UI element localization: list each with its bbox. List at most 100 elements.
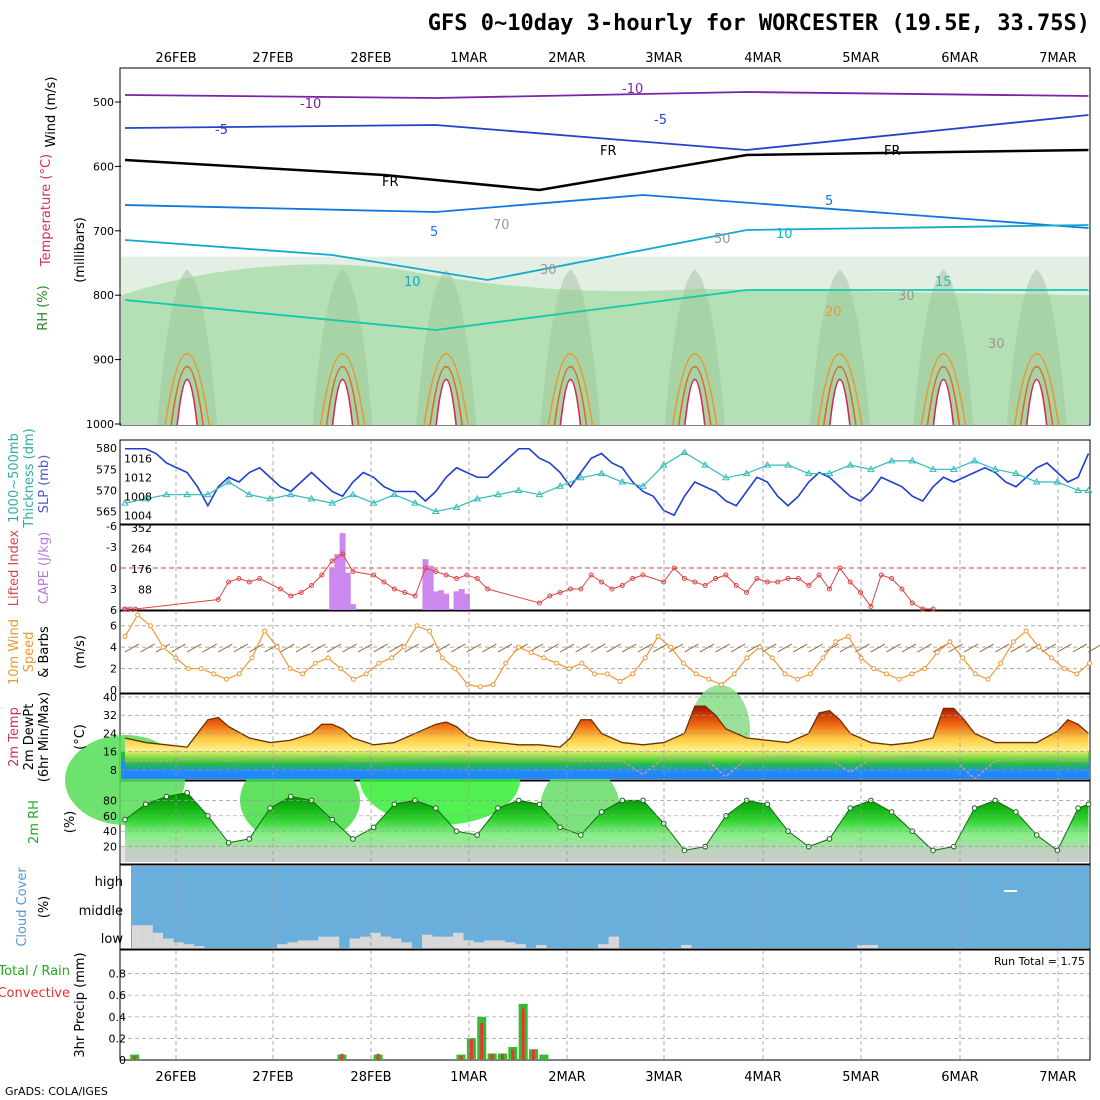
wind-speed-point bbox=[490, 682, 496, 688]
panel-labels: Wind (m/s) Temperature (°C) RH (%) (milliba… bbox=[0, 77, 88, 1058]
wind-barb bbox=[420, 643, 435, 653]
thickness-line bbox=[124, 451, 1089, 513]
slp-tick: 1008 bbox=[124, 490, 152, 503]
slp-tick: 1004 bbox=[124, 509, 152, 522]
cloud-low-bar bbox=[132, 925, 143, 948]
cloud-tick: high bbox=[95, 875, 123, 890]
temperature-contour-warm bbox=[325, 366, 360, 426]
contour-label: 30 bbox=[988, 337, 1005, 352]
lifted-index-point bbox=[713, 576, 719, 581]
thickness-point bbox=[929, 465, 937, 472]
lifted-index-point bbox=[485, 586, 491, 592]
top-date-label: 7MAR bbox=[1039, 51, 1076, 66]
rh2m-point bbox=[1033, 832, 1040, 838]
wind-barb bbox=[792, 643, 808, 653]
wind-barb bbox=[280, 643, 295, 653]
rh2m-point bbox=[433, 805, 439, 811]
thickness-point bbox=[411, 499, 419, 506]
wind-barb bbox=[932, 643, 948, 653]
cloud-low-bar bbox=[142, 925, 153, 948]
wind-barb bbox=[901, 643, 917, 653]
wind-barb bbox=[404, 643, 419, 653]
thickness-point bbox=[949, 465, 958, 472]
wind-speed-point bbox=[833, 639, 839, 645]
wind-speed-point bbox=[198, 666, 204, 672]
precip-tick: 0.4 bbox=[109, 1011, 127, 1024]
wind-speed-point bbox=[338, 666, 344, 672]
slp-thickness-lines bbox=[121, 447, 1093, 517]
contour-label: 15 bbox=[935, 275, 952, 290]
temperature-contour-warm bbox=[559, 378, 582, 426]
lifted-index-point bbox=[599, 579, 605, 585]
wind-speed-point bbox=[541, 655, 547, 661]
precip-bars bbox=[121, 973, 1089, 1060]
thickness-point bbox=[162, 490, 171, 498]
thickness-point bbox=[183, 490, 192, 498]
wind-speed-point bbox=[985, 676, 991, 682]
temperature-contour-warm bbox=[932, 378, 955, 426]
bottom-date-label: 5MAR bbox=[842, 1070, 879, 1085]
lifted-index-point bbox=[775, 579, 781, 585]
precip-convective-bar bbox=[133, 1055, 137, 1060]
precip-convective-bar bbox=[500, 1053, 504, 1060]
wind-barb bbox=[684, 643, 699, 653]
run-total: Run Total = 1.75 bbox=[994, 955, 1085, 968]
wind-speed-point bbox=[363, 671, 369, 677]
wind-label-d: (m/s) bbox=[73, 635, 88, 669]
lifted-index-point bbox=[868, 604, 874, 609]
precip-tick: 0.8 bbox=[109, 968, 127, 981]
thickness-point bbox=[369, 499, 378, 506]
rh2m-point bbox=[370, 824, 377, 831]
lifted-index-point bbox=[422, 565, 428, 571]
wind-barb bbox=[855, 643, 870, 653]
wind-speed-point bbox=[249, 655, 255, 661]
top-date-label: 28FEB bbox=[350, 51, 391, 66]
lifted-index-point bbox=[681, 576, 687, 581]
wind-speed-point bbox=[1048, 655, 1054, 661]
cloud-low-bar bbox=[432, 936, 443, 948]
pressure-tick: 600 bbox=[93, 160, 114, 173]
rh2m-point bbox=[184, 789, 190, 796]
wind-barb bbox=[497, 643, 513, 653]
wind-barb bbox=[777, 643, 792, 653]
wind-speed-point bbox=[1036, 644, 1042, 650]
contour-label: 50 bbox=[714, 232, 731, 247]
wind-speed-point bbox=[262, 628, 268, 634]
wind-speed-point bbox=[1074, 671, 1080, 677]
wind-tick: 2 bbox=[110, 663, 117, 676]
lifted-index-point bbox=[567, 586, 573, 592]
wind-barb bbox=[373, 643, 388, 653]
cape-bar bbox=[422, 559, 429, 610]
wind-speed-point bbox=[185, 666, 191, 672]
temperature-contour-warm bbox=[164, 353, 210, 426]
dewpoint-line bbox=[125, 755, 1089, 780]
precip-conv-label: Convective bbox=[0, 986, 70, 1001]
wind-barb bbox=[886, 643, 901, 653]
wind-speed-point bbox=[655, 633, 661, 639]
li-label: Lifted Index bbox=[7, 529, 22, 606]
pressure-tick: 1000 bbox=[86, 418, 114, 431]
lifted-index-point bbox=[785, 576, 791, 581]
wind-barb bbox=[839, 643, 855, 653]
slp-tick: 1012 bbox=[124, 471, 152, 484]
rh2m-point bbox=[350, 836, 356, 842]
upper-temp-label: Temperature (°C) bbox=[39, 154, 54, 267]
lifted-index-point bbox=[733, 583, 739, 588]
wind-speed-point bbox=[503, 660, 509, 666]
wind-speed-point bbox=[960, 655, 966, 661]
thickness-point bbox=[1012, 469, 1020, 477]
lifted-index-point bbox=[350, 569, 356, 574]
lifted-index-point bbox=[878, 572, 884, 578]
lifted-index-point bbox=[930, 606, 936, 612]
cloud-low-bar bbox=[287, 942, 298, 948]
temp-label-c: (6hr Min/Max) bbox=[37, 692, 52, 782]
li-tick: 0 bbox=[110, 562, 117, 575]
temp-label-b: 2m DewPt bbox=[22, 704, 37, 771]
rh2m-point bbox=[287, 793, 294, 800]
cloud-low-bar bbox=[380, 936, 392, 948]
precip-convective-bar bbox=[532, 1049, 536, 1060]
cloud-tick: low bbox=[101, 932, 124, 947]
wind-barb bbox=[435, 643, 451, 653]
wind-speed-point bbox=[414, 623, 420, 629]
wind-speed-point bbox=[744, 655, 750, 661]
